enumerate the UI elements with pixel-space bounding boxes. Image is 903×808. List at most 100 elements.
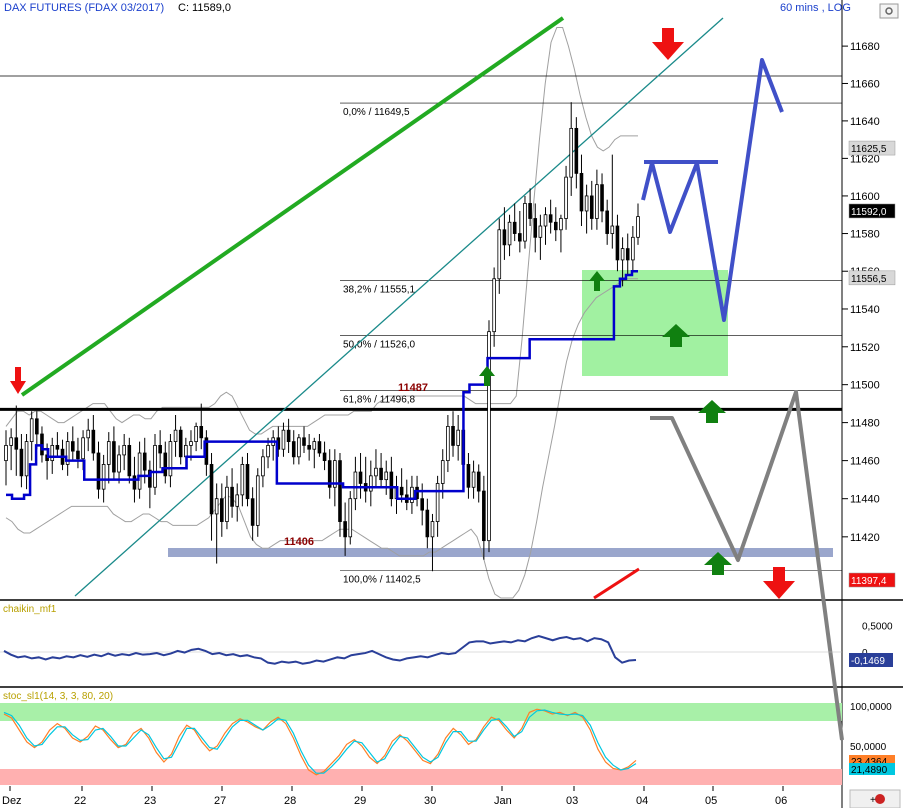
candle-body [173,429,178,443]
candle-body [132,475,137,490]
candle-body [446,426,450,462]
candle-body [425,509,430,538]
candle-body [615,225,620,261]
price-tag-label: 11397,4 [851,576,887,587]
candle-body [518,233,522,242]
candle-body [317,441,322,454]
x-tick-label: 28 [284,795,296,807]
y-tick-label: 11680 [850,41,880,53]
stochastic-tick-label: 50,0000 [850,742,887,753]
x-tick-label: 30 [424,795,436,807]
candle-body [189,441,193,446]
y-tick-label: 11520 [850,342,880,354]
candle-body [225,486,229,522]
candle-body [502,229,507,246]
candle-body [65,441,70,465]
candle-body [631,236,635,261]
fib-label: 0,0% / 11649,5 [343,107,410,118]
candle-body [245,464,250,500]
candle-body [235,494,240,507]
candle-body [584,195,589,212]
chaikin-last-tag [849,653,893,667]
candle-body [523,203,527,242]
teal-channel-line [74,17,724,597]
y-tick-label: 11660 [850,78,880,90]
time-axis: Dez 22 23 27 28 29 30 Jan 03 04 05 06 [2,786,787,807]
candle-body [327,460,332,488]
candle-body [569,127,574,178]
candle-body [29,418,34,443]
candle-body [559,218,563,231]
candle-body [338,460,342,522]
bollinger-lower [5,278,638,599]
stochastic-last-label: 21,4890 [851,765,888,776]
x-tick-label: 05 [705,795,717,807]
footer-lock-icon[interactable]: + [849,789,901,808]
candle-body [127,445,132,477]
candle-body [487,331,491,542]
candle-body [230,486,234,507]
y-tick-label: 11480 [850,418,880,430]
candle-body [14,437,19,450]
y-tick-label: 11420 [850,532,880,544]
candle-body [430,521,435,538]
candle-body [548,214,553,223]
candle-body [358,471,363,484]
candle-body [76,450,80,460]
candles [4,102,640,572]
candle-body [291,441,296,458]
candle-body [512,221,517,234]
close-readout: C: 11589,0 [178,2,231,14]
candle-body [605,210,609,234]
price-tag [848,572,896,588]
candle-body [440,460,445,484]
candle-body [96,452,101,490]
candle-body [286,429,291,443]
red-down-arrow-top [652,28,684,60]
x-tick-label: Jan [494,795,512,807]
fib-label: 38,2% / 11555,1 [343,284,416,295]
candle-body [543,214,548,227]
green-up-arrow-3 [662,324,690,347]
candle-body [482,490,486,542]
candle-body [348,498,353,538]
candle-body [122,445,126,456]
candle-body [50,445,55,462]
chaikin-line [3,634,637,665]
candle-body [255,475,260,526]
forecast-path-gray [650,390,844,741]
candle-body [374,467,378,477]
candle-body [148,469,152,488]
candle-body [384,471,389,481]
candle-body [297,437,301,458]
arrows [10,28,795,599]
candle-body [199,426,204,439]
candle-body [399,486,404,496]
x-tick-label: 04 [636,795,648,807]
settings-icon[interactable] [879,3,899,19]
y-tick-label: 11620 [850,153,880,165]
pivot-line [6,269,638,500]
candle-body [533,218,538,238]
candle-body [101,464,106,490]
candle-body [178,429,183,458]
chaikin-last-label: -0,1469 [851,656,885,667]
candle-body [4,445,8,462]
bollinger-upper [5,26,638,435]
price-tag [848,140,896,156]
candle-body [435,483,440,522]
candle-body [184,445,188,458]
candle-body [35,418,39,435]
candle-body [476,471,481,492]
candle-body [579,172,584,212]
candle-body [70,441,75,452]
candle-body [163,452,168,477]
red-down-arrow-left [10,367,26,394]
candle-body [137,452,142,490]
timeframe-label: 60 mins , LOG [780,2,851,14]
candle-body [451,426,455,446]
oversold-band [0,769,842,785]
candle-body [86,429,91,439]
